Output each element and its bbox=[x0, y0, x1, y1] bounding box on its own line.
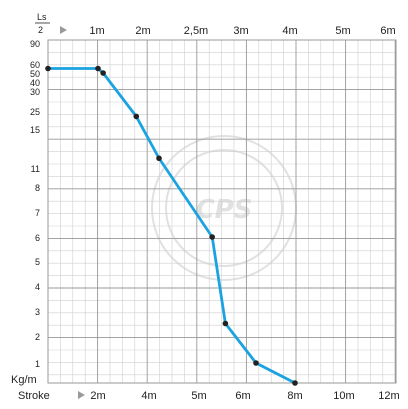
top-axis-label-denominator: 2 bbox=[38, 25, 43, 35]
data-point bbox=[133, 113, 140, 120]
top-tick-label: 6m bbox=[380, 25, 395, 37]
top-tick-label: 1m bbox=[89, 25, 104, 37]
bottom-tick-label: 5m bbox=[191, 390, 206, 402]
y-tick-label: 40 bbox=[30, 78, 40, 88]
bottom-tick-label: 10m bbox=[333, 390, 354, 402]
watermark-inner-ring bbox=[165, 149, 283, 267]
bottom-tick-label: 2m bbox=[90, 390, 105, 402]
top-tick-label: 3m bbox=[233, 25, 248, 37]
bottom-axis-label: Stroke bbox=[18, 390, 50, 402]
y-tick-label: 6 bbox=[35, 233, 40, 243]
y-tick-label: 90 bbox=[30, 39, 40, 49]
y-tick-label: 5 bbox=[35, 257, 40, 267]
y-tick-label: 3 bbox=[35, 307, 40, 317]
data-point bbox=[45, 65, 51, 72]
points-layer bbox=[45, 65, 298, 386]
bottom-tick-label: 8m bbox=[287, 390, 302, 402]
y-tick-label: 15 bbox=[30, 125, 40, 135]
y-tick-label: 8 bbox=[35, 183, 40, 193]
bottom-tick-label: 12m bbox=[378, 390, 399, 402]
y-tick-label: 4 bbox=[35, 282, 40, 292]
data-point bbox=[100, 70, 106, 76]
data-point bbox=[253, 360, 259, 366]
chart-grid bbox=[47, 39, 397, 384]
y-axis-label: Kg/m bbox=[11, 374, 37, 386]
y-tick-label: 7 bbox=[35, 208, 40, 218]
watermark: CPS bbox=[151, 135, 297, 281]
data-point bbox=[209, 234, 215, 240]
top-axis-arrow-icon bbox=[60, 26, 67, 34]
y-tick-label: 1 bbox=[35, 359, 40, 369]
bottom-axis-arrow-icon bbox=[78, 391, 85, 399]
data-point bbox=[156, 155, 162, 162]
data-point bbox=[222, 320, 229, 327]
data-point bbox=[95, 65, 101, 72]
top-tick-label: 2,5m bbox=[184, 25, 208, 37]
top-axis-ticks: 1m 2m 2,5m 3m 4m 5m 6m bbox=[89, 25, 395, 37]
bottom-axis-ticks: 2m 4m 5m 6m 8m 10m 12m bbox=[90, 390, 399, 402]
plot-border bbox=[47, 39, 397, 384]
y-tick-label: 2 bbox=[35, 332, 40, 342]
bottom-tick-label: 6m bbox=[235, 390, 250, 402]
bottom-tick-label: 4m bbox=[141, 390, 156, 402]
y-tick-label: 60 bbox=[30, 60, 40, 70]
top-tick-label: 5m bbox=[335, 25, 350, 37]
y-tick-label: 25 bbox=[30, 107, 40, 117]
y-tick-label: 30 bbox=[30, 87, 40, 97]
data-point bbox=[292, 380, 298, 386]
y-tick-label: 11 bbox=[31, 164, 40, 174]
top-axis-label-numerator: Ls bbox=[37, 12, 47, 22]
top-tick-label: 4m bbox=[282, 25, 297, 37]
top-axis-label: Ls 2 bbox=[35, 12, 67, 35]
watermark-text: CPS bbox=[196, 195, 253, 225]
top-tick-label: 2m bbox=[135, 25, 150, 37]
y-tick-label: 50 bbox=[30, 69, 40, 79]
